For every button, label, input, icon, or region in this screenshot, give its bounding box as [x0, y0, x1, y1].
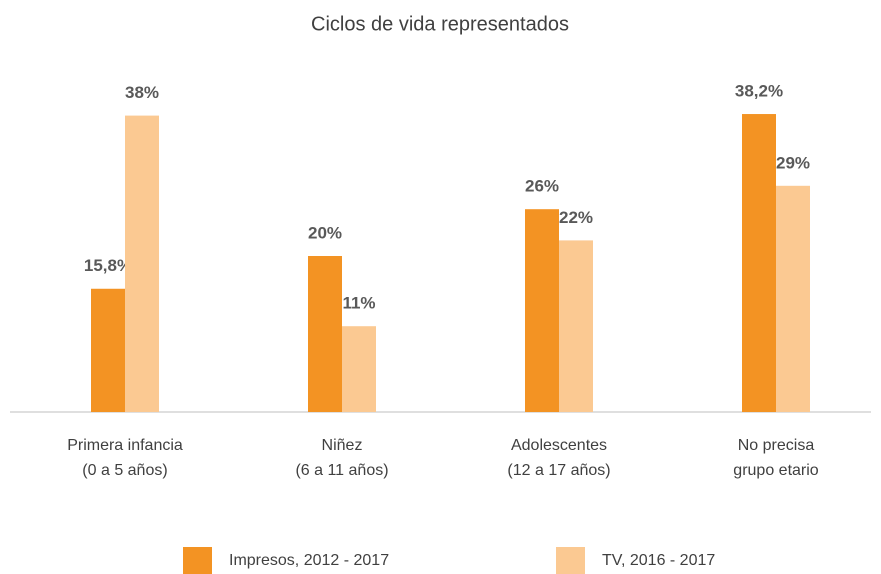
- x-tick-label: Adolescentes: [511, 437, 607, 454]
- value-label: 38%: [125, 83, 159, 102]
- value-label: 20%: [308, 223, 342, 242]
- value-label: 11%: [342, 294, 375, 313]
- bar: [525, 209, 559, 412]
- x-tick-label: (6 a 11 años): [295, 462, 388, 479]
- x-tick-label: (12 a 17 años): [507, 462, 610, 479]
- x-tick-label: Primera infancia: [67, 437, 183, 454]
- bar: [559, 240, 593, 412]
- bar: [91, 288, 125, 412]
- x-tick-label: Niñez: [322, 437, 363, 454]
- legend-swatch: [556, 547, 585, 574]
- bar: [776, 185, 810, 412]
- bar: [308, 256, 342, 412]
- value-label: 26%: [525, 177, 559, 196]
- value-label: 22%: [559, 208, 593, 227]
- bar: [342, 326, 376, 412]
- legend-label: Impresos, 2012 - 2017: [229, 552, 389, 569]
- x-tick-label: No precisa: [738, 437, 815, 454]
- bar: [125, 115, 159, 412]
- value-label: 15,8%: [84, 256, 132, 275]
- x-tick-label: grupo etario: [733, 462, 818, 479]
- bar: [742, 114, 776, 412]
- x-tick-label: (0 a 5 años): [82, 462, 167, 479]
- value-label: 38,2%: [735, 82, 783, 101]
- legend-label: TV, 2016 - 2017: [602, 552, 715, 569]
- chart-title: Ciclos de vida representados: [311, 13, 569, 35]
- value-label: 29%: [776, 153, 810, 172]
- legend-swatch: [183, 547, 212, 574]
